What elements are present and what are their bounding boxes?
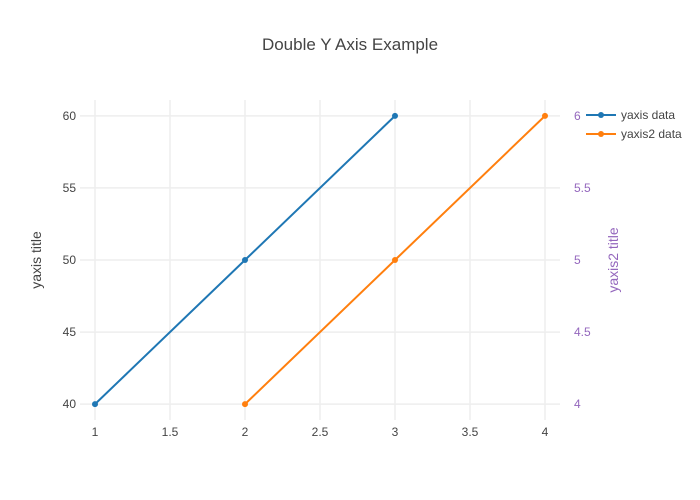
data-point[interactable]	[92, 401, 98, 408]
x-tick-label: 4	[542, 425, 549, 439]
x-tick-label: 3	[392, 425, 399, 439]
legend-label: yaxis2 data	[621, 127, 682, 141]
x-tick-label: 3.5	[462, 425, 479, 439]
y2-tick-label: 6	[574, 109, 581, 123]
series	[92, 112, 548, 408]
y2-axis-ticks: 4 4.5 5 5.5 6	[574, 109, 591, 411]
x-tick-label: 2.5	[312, 425, 329, 439]
series-2	[242, 112, 548, 408]
y-tick-label: 50	[63, 253, 77, 267]
series-1	[92, 112, 398, 408]
x-tick-label: 2	[242, 425, 249, 439]
legend-item[interactable]: yaxis2 data	[586, 127, 682, 141]
x-axis-ticks: 1 1.5 2 2.5 3 3.5 4	[92, 425, 549, 439]
legend-label: yaxis data	[621, 108, 675, 122]
y-tick-label: 55	[63, 181, 77, 195]
chart-title: Double Y Axis Example	[262, 35, 438, 54]
x-tick-label: 1.5	[162, 425, 179, 439]
y2-tick-label: 4.5	[574, 325, 591, 339]
data-point[interactable]	[242, 401, 248, 408]
y2-axis-title: yaxis2 title	[605, 227, 621, 293]
y2-tick-label: 4	[574, 397, 581, 411]
legend-marker	[598, 112, 604, 118]
data-point[interactable]	[392, 257, 398, 263]
y2-tick-label: 5.5	[574, 181, 591, 195]
legend[interactable]: yaxis data yaxis2 data	[586, 108, 682, 141]
y-tick-label: 45	[63, 325, 77, 339]
data-point[interactable]	[242, 257, 248, 263]
y-tick-label: 60	[63, 109, 77, 123]
data-point[interactable]	[392, 112, 398, 119]
y-axis-ticks: 40 45 50 55 60	[63, 109, 77, 411]
grid	[80, 100, 560, 420]
y-axis-title: yaxis title	[28, 231, 44, 289]
x-tick-label: 1	[92, 425, 99, 439]
legend-marker	[598, 131, 604, 137]
data-point[interactable]	[542, 112, 548, 119]
legend-item[interactable]: yaxis data	[586, 108, 675, 122]
y2-tick-label: 5	[574, 253, 581, 267]
y-tick-label: 40	[63, 397, 77, 411]
